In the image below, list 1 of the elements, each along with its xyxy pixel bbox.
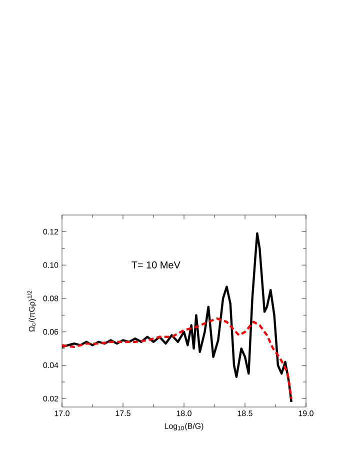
annotation: T= 10 MeV — [132, 261, 180, 268]
